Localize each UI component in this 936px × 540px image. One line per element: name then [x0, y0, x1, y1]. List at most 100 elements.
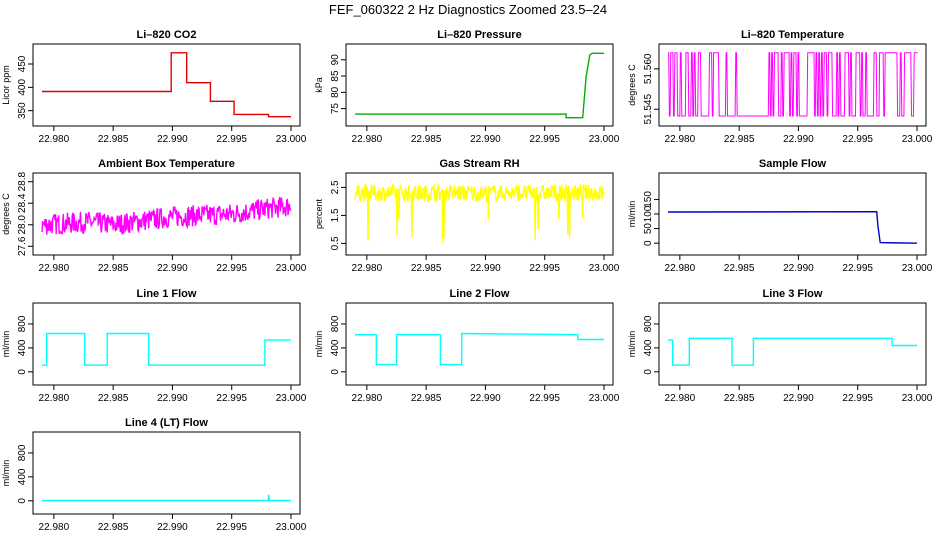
y-tick-label: 0 — [17, 369, 28, 375]
y-axis-label: Licor ppm — [1, 65, 11, 105]
data-series-line — [355, 332, 604, 366]
x-tick-label: 22.980 — [39, 134, 70, 145]
y-axis-label: degrees C — [627, 64, 637, 106]
y-tick-label: 400 — [643, 339, 654, 356]
y-tick-label: 80 — [330, 86, 341, 98]
panel-title: Ambient Box Temperature — [98, 158, 235, 170]
chart-panel-9: Line 3 Flow 22.980 22.985 22.990 22.995 23.00… — [627, 288, 933, 404]
x-tick-label: 22.980 — [39, 393, 70, 404]
y-tick-label: 51.560 — [643, 53, 654, 84]
y-tick-label: 0 — [643, 369, 654, 375]
x-tick-label: 22.990 — [470, 134, 501, 145]
data-series-line — [668, 337, 917, 366]
y-axis-label: ml/min — [627, 201, 637, 228]
x-tick-label: 23.000 — [276, 393, 307, 404]
panel-title: Li–820 CO2 — [137, 29, 197, 41]
x-tick-label: 23.000 — [589, 263, 620, 274]
plot-frame — [345, 302, 614, 386]
data-series-line — [667, 210, 918, 244]
data-series-line — [42, 52, 291, 118]
x-tick-label: 22.980 — [665, 393, 696, 404]
x-tick-label: 22.985 — [98, 263, 129, 274]
y-tick-label: 350 — [17, 102, 28, 119]
x-tick-label: 22.990 — [157, 522, 188, 533]
y-tick-label: 450 — [17, 55, 28, 72]
y-tick-label: 400 — [330, 339, 341, 356]
data-series-line — [41, 196, 292, 235]
x-tick-label: 22.995 — [216, 134, 247, 145]
y-tick-label: 800 — [330, 315, 341, 332]
x-tick-label: 22.990 — [157, 263, 188, 274]
chart-panel-5: Gas Stream RH 22.980 22.985 22.990 22.995 23.… — [314, 158, 620, 274]
x-tick-label: 22.980 — [352, 263, 383, 274]
y-tick-label: 85 — [330, 70, 341, 82]
data-series-line — [668, 52, 918, 117]
x-tick-label: 22.995 — [842, 263, 873, 274]
plot-frame — [32, 302, 301, 386]
panel-title: Line 2 Flow — [450, 288, 510, 300]
y-tick-label: 50 — [643, 223, 654, 235]
x-tick-label: 22.995 — [842, 393, 873, 404]
y-axis-label: degrees C — [1, 193, 11, 235]
x-tick-label: 22.990 — [470, 393, 501, 404]
data-series-line — [354, 183, 605, 243]
data-series-line — [355, 52, 604, 119]
x-tick-label: 23.000 — [276, 134, 307, 145]
chart-panel-1: Li–820 CO2 22.980 22.985 22.990 22.995 23.000… — [1, 29, 307, 145]
x-tick-label: 22.980 — [39, 522, 70, 533]
x-tick-label: 22.980 — [665, 134, 696, 145]
panel-title: Line 3 Flow — [763, 288, 823, 300]
x-tick-label: 22.985 — [411, 134, 442, 145]
y-tick-label: 51.545 — [643, 94, 654, 125]
x-tick-label: 22.990 — [783, 134, 814, 145]
y-tick-label: 28.4 — [17, 193, 28, 213]
data-series-line — [42, 332, 291, 366]
y-axis-label: kPa — [314, 77, 324, 93]
plot-frame — [32, 43, 301, 127]
x-tick-label: 23.000 — [902, 263, 933, 274]
y-tick-label: 400 — [17, 339, 28, 356]
x-tick-label: 22.990 — [470, 263, 501, 274]
x-tick-label: 23.000 — [902, 134, 933, 145]
plot-frame — [658, 43, 927, 127]
chart-panel-4: Ambient Box Temperature 22.980 22.985 22.99… — [1, 158, 307, 274]
plot-frame — [32, 172, 301, 256]
x-tick-label: 22.985 — [724, 393, 755, 404]
y-tick-label: 800 — [17, 444, 28, 461]
x-tick-label: 22.995 — [529, 263, 560, 274]
x-tick-label: 22.985 — [98, 134, 129, 145]
y-tick-label: 150 — [643, 191, 654, 208]
data-series-line — [42, 494, 291, 502]
x-tick-label: 23.000 — [276, 522, 307, 533]
y-axis-label: ml/min — [1, 331, 11, 358]
y-axis-label: ml/min — [1, 460, 11, 487]
x-tick-label: 23.000 — [589, 393, 620, 404]
y-tick-label: 800 — [643, 315, 654, 332]
x-tick-label: 22.995 — [529, 134, 560, 145]
panel-title: Line 4 (LT) Flow — [125, 417, 208, 429]
x-tick-label: 22.985 — [411, 393, 442, 404]
y-axis-label: ml/min — [627, 331, 637, 358]
panel-title: Li–820 Temperature — [741, 29, 844, 41]
x-tick-label: 22.980 — [352, 134, 383, 145]
chart-panel-3: Li–820 Temperature 22.980 22.985 22.990 22.9… — [627, 29, 933, 145]
chart-panel-8: Line 2 Flow 22.980 22.985 22.990 22.995 23.00… — [314, 288, 620, 404]
plot-frame — [658, 302, 927, 386]
x-tick-label: 22.990 — [157, 393, 188, 404]
x-tick-label: 22.995 — [529, 393, 560, 404]
y-tick-label: 0 — [643, 240, 654, 246]
y-tick-label: 800 — [17, 315, 28, 332]
x-tick-label: 22.995 — [216, 522, 247, 533]
chart-panel-10: Line 4 (LT) Flow 22.980 22.985 22.990 22.995… — [1, 417, 307, 533]
x-tick-label: 22.980 — [665, 263, 696, 274]
chart-panel-2: Li–820 Pressure 22.980 22.985 22.990 22.995 2… — [314, 29, 620, 145]
panel-title: Sample Flow — [759, 158, 827, 170]
x-tick-label: 22.995 — [842, 134, 873, 145]
x-tick-label: 22.995 — [216, 393, 247, 404]
page-title: FEF_060322 2 Hz Diagnostics Zoomed 23.5–… — [328, 2, 608, 17]
y-tick-label: 75 — [330, 103, 341, 115]
plot-frame — [345, 172, 614, 256]
x-tick-label: 22.990 — [783, 263, 814, 274]
chart-panel-7: Line 1 Flow 22.980 22.985 22.990 22.995 23.00… — [1, 288, 307, 404]
